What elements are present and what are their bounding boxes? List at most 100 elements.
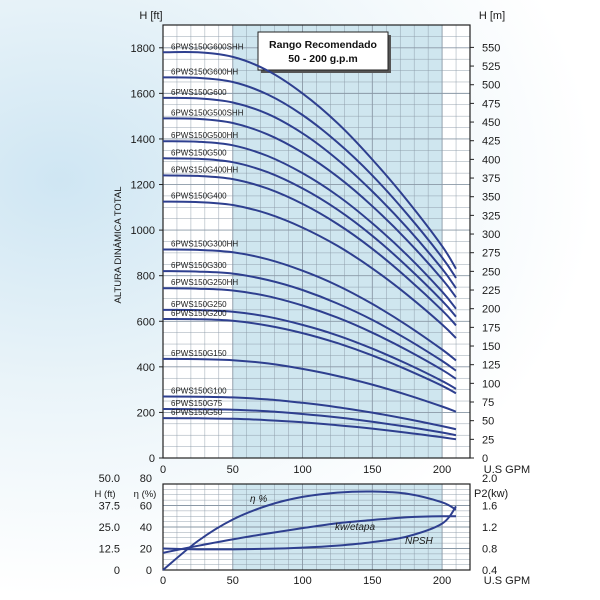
pump-curve-6PWS150G600SHH xyxy=(162,50,457,270)
sub-x-tick-label: 100 xyxy=(293,575,311,587)
pump-curve-6PWS150G500SHH xyxy=(162,117,457,298)
curve-label: 6PWS150G300 xyxy=(171,261,227,270)
sub-h-axis-title: H (ft) xyxy=(94,489,115,500)
y-right-tick-label: 325 xyxy=(482,210,500,222)
y-tick-label: 800 xyxy=(137,271,155,283)
curve-label: 6PWS150G200 xyxy=(171,309,227,318)
sub-eta-tick-label: 80 xyxy=(140,473,152,485)
y-right-tick-label: 300 xyxy=(482,229,500,241)
sub-x-tick-label: 0 xyxy=(160,575,166,587)
sub-eta-tick-label: 0 xyxy=(146,565,152,577)
pump-curve-6PWS150G300HH xyxy=(162,248,457,362)
curve-label: 6PWS150G300HH xyxy=(171,239,238,248)
sub-curve-η % xyxy=(162,490,457,571)
sub-p2-tick-label: 1.2 xyxy=(482,522,497,534)
sub-p2-axis-title: P2(kw) xyxy=(474,488,508,500)
pump-curve-6PWS150G400HH xyxy=(162,174,457,327)
curve-label: 6PWS150G50 xyxy=(171,408,223,417)
recommended-box xyxy=(257,31,389,71)
x-tick-label: 0 xyxy=(160,464,166,476)
main-performance-chart: 0200400600800100012001400160018000255075… xyxy=(113,10,530,476)
y-tick-label: 200 xyxy=(137,407,155,419)
y-right-tick-label: 150 xyxy=(482,341,500,353)
x-axis-title: U.S GPM xyxy=(484,464,530,476)
curve-label: 6PWS150G500 xyxy=(171,148,227,157)
curve-label: 6PWS150G600 xyxy=(171,88,227,97)
sub-x-tick-label: 200 xyxy=(433,575,451,587)
sub-plot-frame xyxy=(162,483,471,571)
pump-curve-6PWS150G50 xyxy=(162,417,457,441)
sub-h-tick-label: 0 xyxy=(114,565,120,577)
x-tick-label: 150 xyxy=(363,464,381,476)
y-tick-label: 0 xyxy=(149,453,155,465)
curve-label: 6PWS150G250HH xyxy=(171,278,238,287)
curve-label: 6PWS150G500SHH xyxy=(171,108,244,117)
curve-label: 6PWS150G400HH xyxy=(171,165,238,174)
sub-curve-label: NPSH xyxy=(405,536,434,547)
sub-h-tick-label: 37.5 xyxy=(99,501,120,513)
sub-eta-tick-label: 60 xyxy=(140,501,152,513)
pump-curve-6PWS150G250HH xyxy=(162,287,457,380)
sub-p2-tick-label: 0.4 xyxy=(482,565,497,577)
sub-p2-tick-label: 2.0 xyxy=(482,473,497,485)
y-right-tick-label: 400 xyxy=(482,154,500,166)
x-tick-label: 50 xyxy=(227,464,239,476)
sub-eta-tick-label: 40 xyxy=(140,522,152,534)
y-right-tick-label: 50 xyxy=(482,416,494,428)
y-tick-label: 1800 xyxy=(131,43,155,55)
y-tick-label: 1400 xyxy=(131,134,155,146)
y-right-tick-label: 425 xyxy=(482,136,500,148)
y-tick-label: 1200 xyxy=(131,180,155,192)
curve-label: 6PWS150G600HH xyxy=(171,67,238,76)
curve-label: 6PWS150G250 xyxy=(171,300,227,309)
curve-label: 6PWS150G150 xyxy=(171,349,227,358)
y-right-tick-label: 550 xyxy=(482,42,500,54)
sub-curve-kw/etapa xyxy=(162,515,457,554)
y-right-tick-label: 250 xyxy=(482,266,500,278)
curve-label: 6PWS150G100 xyxy=(171,386,227,395)
sub-x-tick-label: 150 xyxy=(363,575,381,587)
y-right-tick-label: 350 xyxy=(482,192,500,204)
pump-curve-6PWS150G500 xyxy=(162,157,457,318)
y-right-tick-label: 525 xyxy=(482,61,500,73)
y-right-unit: H [m] xyxy=(479,10,505,22)
sub-curve-label: kw/etapa xyxy=(335,522,375,533)
sub-x-tick-label: 50 xyxy=(227,575,239,587)
y-right-tick-label: 225 xyxy=(482,285,500,297)
pump-curve-6PWS150G600HH xyxy=(162,76,457,279)
y-left-unit: H [ft] xyxy=(139,10,162,22)
y-axis-title: ALTURA DINÁMICA TOTAL xyxy=(113,186,124,303)
pump-curve-6PWS150G75 xyxy=(162,408,457,437)
sub-h-tick-label: 25.0 xyxy=(99,522,120,534)
sub-p2-tick-label: 1.6 xyxy=(482,501,497,513)
y-right-tick-label: 75 xyxy=(482,397,494,409)
y-tick-label: 1000 xyxy=(131,225,155,237)
y-right-tick-label: 475 xyxy=(482,98,500,110)
y-right-tick-label: 125 xyxy=(482,360,500,372)
plot-frame xyxy=(162,24,471,459)
recommended-label-line1: Rango Recomendado xyxy=(269,39,377,51)
curve-label: 6PWS150G500HH xyxy=(171,131,238,140)
sub-h-tick-label: 12.5 xyxy=(99,544,120,556)
sub-h-tick-label: 50.0 xyxy=(99,473,120,485)
curve-label: 6PWS150G75 xyxy=(171,399,223,408)
efficiency-power-npsh-chart: H (ft) η (%) P2(kw)0 0 0.412.5 20 0.825.0 40 1.2… xyxy=(94,473,530,587)
sub-x-axis-title: U.S GPM xyxy=(484,575,530,587)
pump-curve-6PWS150G600 xyxy=(162,96,457,289)
y-right-tick-label: 175 xyxy=(482,322,500,334)
y-right-tick-label: 375 xyxy=(482,173,500,185)
y-tick-label: 400 xyxy=(137,362,155,374)
recommended-label-line2: 50 - 200 g.p.m xyxy=(288,53,357,65)
y-right-tick-label: 100 xyxy=(482,378,500,390)
x-tick-label: 200 xyxy=(433,464,451,476)
sub-p2-tick-label: 0.8 xyxy=(482,544,497,556)
y-right-tick-label: 25 xyxy=(482,434,494,446)
y-right-tick-label: 0 xyxy=(482,453,488,465)
pump-curve-6PWS150G250 xyxy=(162,308,457,390)
pump-curve-6PWS150G200 xyxy=(162,317,457,395)
pump-curve-6PWS150G500HH xyxy=(162,140,457,310)
y-tick-label: 600 xyxy=(137,316,155,328)
pump-curve-6PWS150G100 xyxy=(162,395,457,431)
sub-eta-axis-title: η (%) xyxy=(134,489,157,500)
